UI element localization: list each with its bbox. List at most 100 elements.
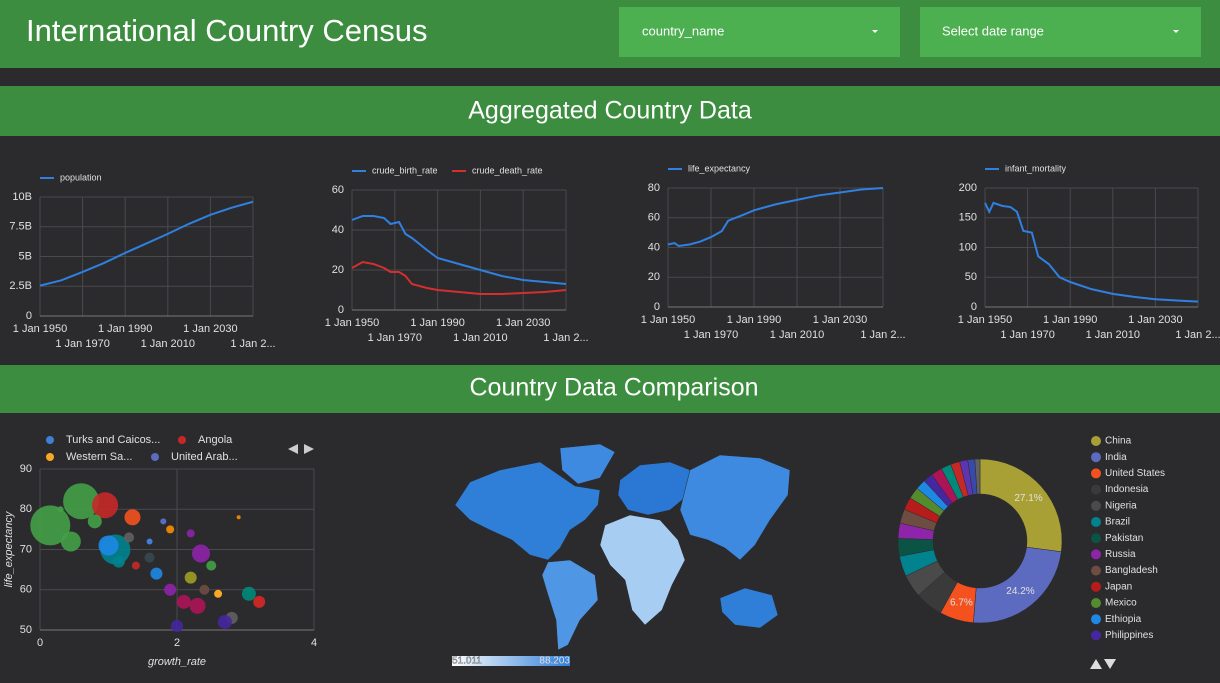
bubble bbox=[217, 614, 232, 629]
dropdown-label[interactable]: Select date range bbox=[942, 23, 1044, 38]
y-tick-label: 50 bbox=[20, 624, 32, 636]
bubble bbox=[176, 594, 191, 609]
legend-label: population bbox=[60, 172, 102, 182]
legend-swatch bbox=[1091, 468, 1101, 479]
color-bar bbox=[452, 656, 570, 666]
bubble bbox=[146, 538, 153, 545]
x-axis-label: growth_rate bbox=[148, 656, 206, 668]
y-tick-label: 20 bbox=[648, 271, 660, 283]
x-tick-label: 1 Jan 2030 bbox=[1128, 314, 1182, 326]
legend-label: crude_birth_rate bbox=[372, 165, 438, 175]
legend-label: Turks and Caicos... bbox=[66, 434, 160, 446]
x-tick-label: 1 Jan 1970 bbox=[55, 338, 109, 350]
y-tick-label: 70 bbox=[20, 543, 32, 555]
x-tick-label: 1 Jan 2030 bbox=[813, 314, 867, 326]
legend-swatch bbox=[1091, 549, 1101, 560]
legend-label: Philippines bbox=[1105, 630, 1153, 641]
x-tick-label: 1 Jan 1950 bbox=[641, 314, 695, 326]
legend-label: Russia bbox=[1105, 549, 1136, 560]
slice-label: 27.1% bbox=[1014, 493, 1042, 504]
y-tick-label: 150 bbox=[959, 212, 977, 224]
legend-swatch bbox=[1091, 517, 1101, 527]
bubble bbox=[124, 509, 141, 526]
x-tick-label: 1 Jan 2010 bbox=[141, 338, 195, 350]
x-tick-label: 1 Jan 2... bbox=[1175, 329, 1220, 341]
legend-label: Indonesia bbox=[1105, 484, 1149, 495]
legend-swatch bbox=[1091, 565, 1101, 576]
legend-label: Pakistan bbox=[1105, 533, 1143, 544]
legend-swatch bbox=[1091, 500, 1101, 511]
x-tick-label: 1 Jan 1990 bbox=[727, 314, 781, 326]
page-next[interactable] bbox=[304, 444, 314, 454]
dropdown-arrow[interactable] bbox=[1173, 30, 1179, 33]
bubble bbox=[184, 571, 197, 584]
y-tick-label: 200 bbox=[959, 182, 977, 194]
page-next[interactable] bbox=[1104, 659, 1116, 669]
bubble bbox=[236, 515, 241, 520]
land bbox=[559, 443, 616, 485]
land bbox=[679, 454, 791, 561]
legend-label: Bangladesh bbox=[1105, 565, 1158, 576]
legend-swatch bbox=[1091, 581, 1101, 592]
legend-label: crude_death_rate bbox=[472, 165, 543, 175]
x-tick-label: 1 Jan 2010 bbox=[1086, 329, 1140, 341]
y-tick-label: 0 bbox=[654, 301, 660, 313]
legend-swatch bbox=[46, 453, 54, 461]
y-tick-label: 50 bbox=[965, 271, 977, 283]
dropdown[interactable]: country_name bbox=[619, 7, 900, 57]
land bbox=[599, 514, 686, 626]
legend-swatch bbox=[46, 436, 54, 444]
legend-swatch bbox=[1091, 436, 1101, 446]
bubble bbox=[30, 505, 71, 546]
y-tick-label: 7.5B bbox=[9, 221, 32, 233]
x-tick-label: 1 Jan 1970 bbox=[684, 329, 738, 341]
legend-swatch bbox=[1091, 452, 1101, 463]
y-tick-label: 0 bbox=[26, 310, 32, 322]
x-tick-label: 1 Jan 1990 bbox=[410, 317, 464, 329]
y-tick-label: 100 bbox=[959, 241, 977, 253]
dropdown-arrow[interactable] bbox=[872, 30, 878, 33]
y-tick-label: 0 bbox=[338, 304, 344, 316]
data-line bbox=[351, 260, 567, 295]
data-line bbox=[39, 200, 254, 287]
y-tick-label: 40 bbox=[648, 241, 660, 253]
data-line bbox=[667, 187, 884, 248]
x-tick-label: 1 Jan 1950 bbox=[13, 323, 67, 335]
dropdown-box[interactable] bbox=[920, 7, 1201, 57]
x-tick-label: 1 Jan 1970 bbox=[1000, 329, 1054, 341]
bubble bbox=[98, 535, 119, 556]
slice-label: 24.2% bbox=[1006, 586, 1034, 597]
y-tick-label: 0 bbox=[971, 301, 977, 313]
x-tick-label: 2 bbox=[174, 637, 180, 649]
legend-swatch bbox=[1091, 533, 1101, 544]
legend-swatch bbox=[1091, 598, 1101, 608]
bubble bbox=[150, 567, 163, 580]
section-bar bbox=[0, 86, 1220, 136]
y-tick-label: 80 bbox=[20, 503, 32, 515]
bubble bbox=[63, 483, 100, 520]
page-prev[interactable] bbox=[288, 444, 298, 454]
section-title: Country Data Comparison bbox=[469, 374, 758, 402]
legend-label: Mexico bbox=[1105, 598, 1137, 609]
legend-label: Angola bbox=[198, 434, 233, 446]
legend-swatch bbox=[151, 453, 159, 461]
x-tick-label: 1 Jan 1970 bbox=[368, 332, 422, 344]
x-tick-label: 1 Jan 1990 bbox=[1043, 314, 1097, 326]
y-tick-label: 2.5B bbox=[9, 280, 32, 292]
y-tick-label: 10B bbox=[12, 191, 32, 203]
legend-label: United States bbox=[1105, 468, 1165, 479]
legend-label: United Arab... bbox=[171, 451, 238, 463]
legend-label: India bbox=[1105, 452, 1127, 463]
dropdown-box[interactable] bbox=[619, 7, 900, 57]
legend-label: China bbox=[1105, 436, 1132, 447]
x-tick-label: 1 Jan 2... bbox=[543, 332, 588, 344]
page-prev[interactable] bbox=[1090, 659, 1102, 669]
bubble bbox=[241, 586, 256, 601]
dropdown-label[interactable]: country_name bbox=[642, 23, 724, 38]
dropdown[interactable]: Select date range bbox=[920, 7, 1201, 57]
bubble bbox=[186, 529, 195, 538]
bubble bbox=[144, 552, 155, 563]
bubble bbox=[112, 555, 125, 568]
